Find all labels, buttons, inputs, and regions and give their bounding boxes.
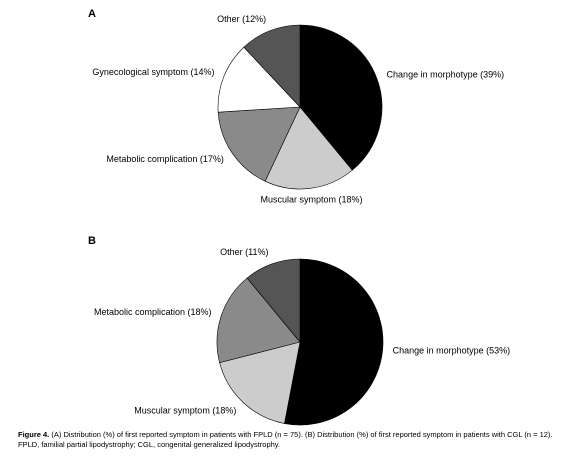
slice-label: Change in morphotype (39%) [387,70,505,80]
slice-label: Gynecological symptom (14%) [92,67,214,77]
slice-label: Other (11%) [220,247,268,257]
pie-slice [243,24,301,108]
caption-text: (A) Distribution (%) of first reported s… [18,430,553,449]
pie-slice [284,258,384,426]
pie-slice [217,46,301,113]
slice-label: Metabolic complication (18%) [94,307,212,317]
caption-label: Figure 4. [18,430,50,439]
panel-label: A [88,8,96,20]
pie-slice [299,24,383,171]
panel-label: B [88,235,96,247]
slice-label: Muscular symptom (18%) [134,406,236,416]
chart: A Change in morphotype (39%) Muscular symp… [88,8,511,426]
pie-slice [219,341,301,424]
caption: Figure 4. (A) Distribution (%) of first … [18,430,553,450]
slice-label: Other (12%) [217,14,266,24]
pie-slice [216,277,301,364]
slice-label: Metabolic complication (17%) [106,154,224,164]
slice-label: Change in morphotype (53%) [393,345,511,355]
slice-label: Muscular symptom (18%) [261,195,363,205]
pie-slice [217,106,301,182]
pie-slice [246,258,301,343]
pie-slice [264,106,353,190]
